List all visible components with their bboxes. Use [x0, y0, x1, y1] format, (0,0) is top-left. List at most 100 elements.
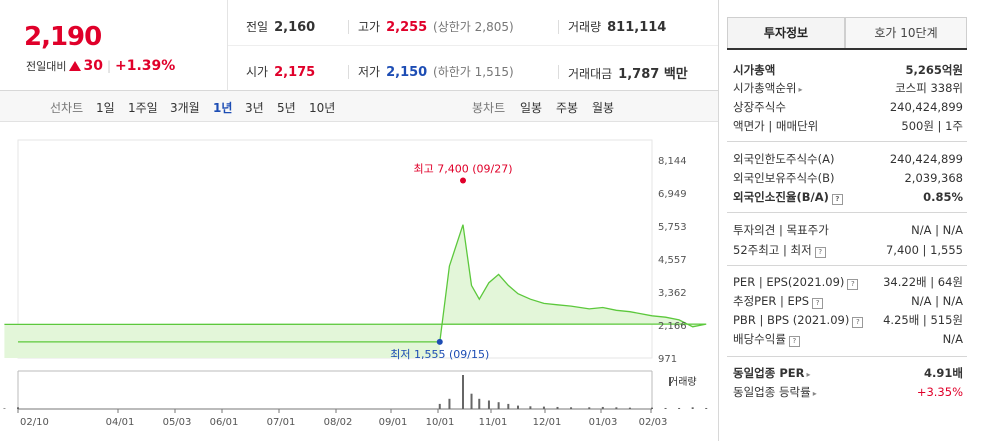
line-chart-label: 선차트 — [50, 101, 84, 115]
info-row-shares: 상장주식수 240,424,899 — [733, 100, 963, 114]
info-row-industry-rate[interactable]: 동일업종 등락률 ▸ +3.35% — [733, 385, 963, 399]
period-1d[interactable]: 1일 — [96, 101, 115, 115]
y-axis: 8,144 6,949 5,753 4,557 3,362 2,166 971 — [658, 156, 687, 365]
x-tick-label: 09/01 — [379, 417, 408, 428]
x-tick-label: 04/01 — [106, 417, 135, 428]
chart-toolbar: 선차트 1일 1주일 3개월 1년 3년 5년 10년 봉차트 일봉 주봉 월봉 — [0, 91, 718, 122]
info-row-per[interactable]: PER | EPS(2021.09)? 34.22배 | 64원 — [733, 275, 963, 290]
stat-high: 고가 2,255 (상한가 2,805) — [358, 20, 514, 35]
candle-monthly[interactable]: 월봉 — [592, 101, 615, 115]
help-icon: ? — [831, 194, 843, 205]
volume-bar — [529, 406, 532, 409]
info-row-market-cap: 시가총액 5,265억원 — [733, 63, 963, 77]
up-triangle-icon — [69, 61, 82, 71]
x-tick-label: 05/03 — [163, 417, 192, 428]
volume-bar — [664, 407, 667, 409]
divider — [727, 141, 967, 142]
volume-bar — [462, 375, 465, 409]
info-panel — [718, 0, 1000, 441]
volume-bar — [478, 398, 481, 409]
info-row-est-per[interactable]: 추정PER | EPS? N/A | N/A — [733, 294, 963, 309]
info-row-pbr[interactable]: PBR | BPS (2021.09)? 4.25배 | 515원 — [733, 313, 963, 328]
period-5y[interactable]: 5년 — [277, 101, 296, 115]
change-value: 30 — [83, 58, 103, 74]
info-row-rank[interactable]: 시가총액순위 ▸ 코스피 338위 — [733, 81, 963, 95]
divider — [727, 212, 967, 213]
y-tick-label: 971 — [658, 354, 677, 365]
info-row-opinion: 투자의견 | 목표주가 N/A | N/A — [733, 223, 963, 237]
help-icon: ? — [852, 317, 864, 328]
triangle-right-icon: ▸ — [806, 370, 811, 379]
volume-bar — [3, 408, 6, 409]
x-tick-label: 02/10 — [20, 417, 49, 428]
volume-bar — [448, 398, 451, 409]
price-stats: 전일 2,160 고가 2,255 (상한가 2,805) 거래량 811,114 시… — [228, 0, 718, 91]
volume-bar — [678, 407, 681, 409]
volume-bar — [17, 407, 19, 409]
volume-bar — [516, 405, 519, 409]
tab-underline — [727, 48, 967, 50]
volume-bar — [588, 407, 591, 409]
high-marker — [460, 177, 467, 184]
price-line — [4, 224, 707, 343]
divider — [348, 65, 349, 79]
candle-weekly[interactable]: 주봉 — [556, 101, 579, 115]
x-tick-label: 11/01 — [479, 417, 508, 428]
stat-low: 저가 2,150 (하한가 1,515) — [358, 65, 514, 80]
divider — [348, 20, 349, 34]
help-icon: ? — [814, 247, 826, 258]
volume-bar — [497, 402, 500, 409]
volume-bar — [438, 403, 441, 409]
divider — [558, 20, 559, 34]
x-tick-label: 12/01 — [533, 417, 562, 428]
triangle-right-icon: ▸ — [812, 389, 817, 398]
period-10y[interactable]: 10년 — [309, 101, 336, 115]
stat-volume: 거래량 811,114 — [568, 20, 667, 35]
stat-prev: 전일 2,160 — [246, 20, 316, 35]
low-marker — [436, 338, 443, 345]
y-tick-label: 8,144 — [658, 156, 687, 167]
info-row-industry-per[interactable]: 동일업종 PER ▸ 4.91배 — [733, 366, 963, 380]
low-annotation: 최저 1,555 (09/15) — [390, 348, 489, 361]
x-tick-label: 10/01 — [426, 417, 455, 428]
stat-open: 시가 2,175 — [246, 65, 316, 80]
info-row-par: 액면가 | 매매단위 500원 | 1주 — [733, 119, 963, 133]
info-row-foreign-hold: 외국인보유주식수(B) 2,039,368 — [733, 171, 963, 185]
divider — [558, 65, 559, 79]
tab-invest-info[interactable]: 투자정보 — [727, 17, 845, 49]
volume-bar — [691, 407, 694, 409]
x-tick-label: 08/02 — [324, 417, 353, 428]
y-tick-label: 6,949 — [658, 189, 687, 200]
volume-bar — [556, 406, 559, 409]
info-row-foreign-rate[interactable]: 외국인소진율(B/A)? 0.85% — [733, 190, 963, 205]
help-icon: ? — [847, 279, 859, 290]
volume-bar — [705, 407, 708, 409]
chart-grid — [17, 139, 653, 410]
x-tick-label: 07/01 — [267, 417, 296, 428]
candle-daily[interactable]: 일봉 — [520, 101, 543, 115]
period-1w[interactable]: 1주일 — [128, 101, 158, 115]
price-change: 전일대비 30 | +1.39% — [26, 58, 175, 74]
volume-bar — [507, 403, 510, 409]
info-row-52week[interactable]: 52주최고 | 최저? 7,400 | 1,555 — [733, 243, 963, 258]
y-tick-label: 4,557 — [658, 255, 687, 266]
triangle-right-icon: ▸ — [798, 85, 803, 94]
high-annotation: 최고 7,400 (09/27) — [413, 163, 512, 176]
volume-bar — [651, 407, 653, 409]
help-icon: ? — [788, 336, 800, 347]
divider — [727, 356, 967, 357]
x-axis: 02/10 04/01 05/03 06/01 07/01 08/02 09/01 10/01… — [17, 409, 667, 428]
period-1y[interactable]: 1년 — [213, 101, 233, 115]
y-tick-label: 3,362 — [658, 288, 687, 299]
info-row-dividend[interactable]: 배당수익률? N/A — [733, 332, 963, 347]
candle-chart-label: 봉차트 — [472, 101, 506, 115]
period-3m[interactable]: 3개월 — [170, 101, 200, 115]
tab-quote-10[interactable]: 호가 10단계 — [845, 17, 967, 49]
volume-bars — [3, 375, 708, 409]
period-3y[interactable]: 3년 — [245, 101, 264, 115]
volume-label: 거래량 — [669, 376, 697, 388]
x-tick-label: 01/03 — [589, 417, 618, 428]
volume-bar — [570, 407, 573, 409]
volume-bar — [470, 393, 473, 409]
